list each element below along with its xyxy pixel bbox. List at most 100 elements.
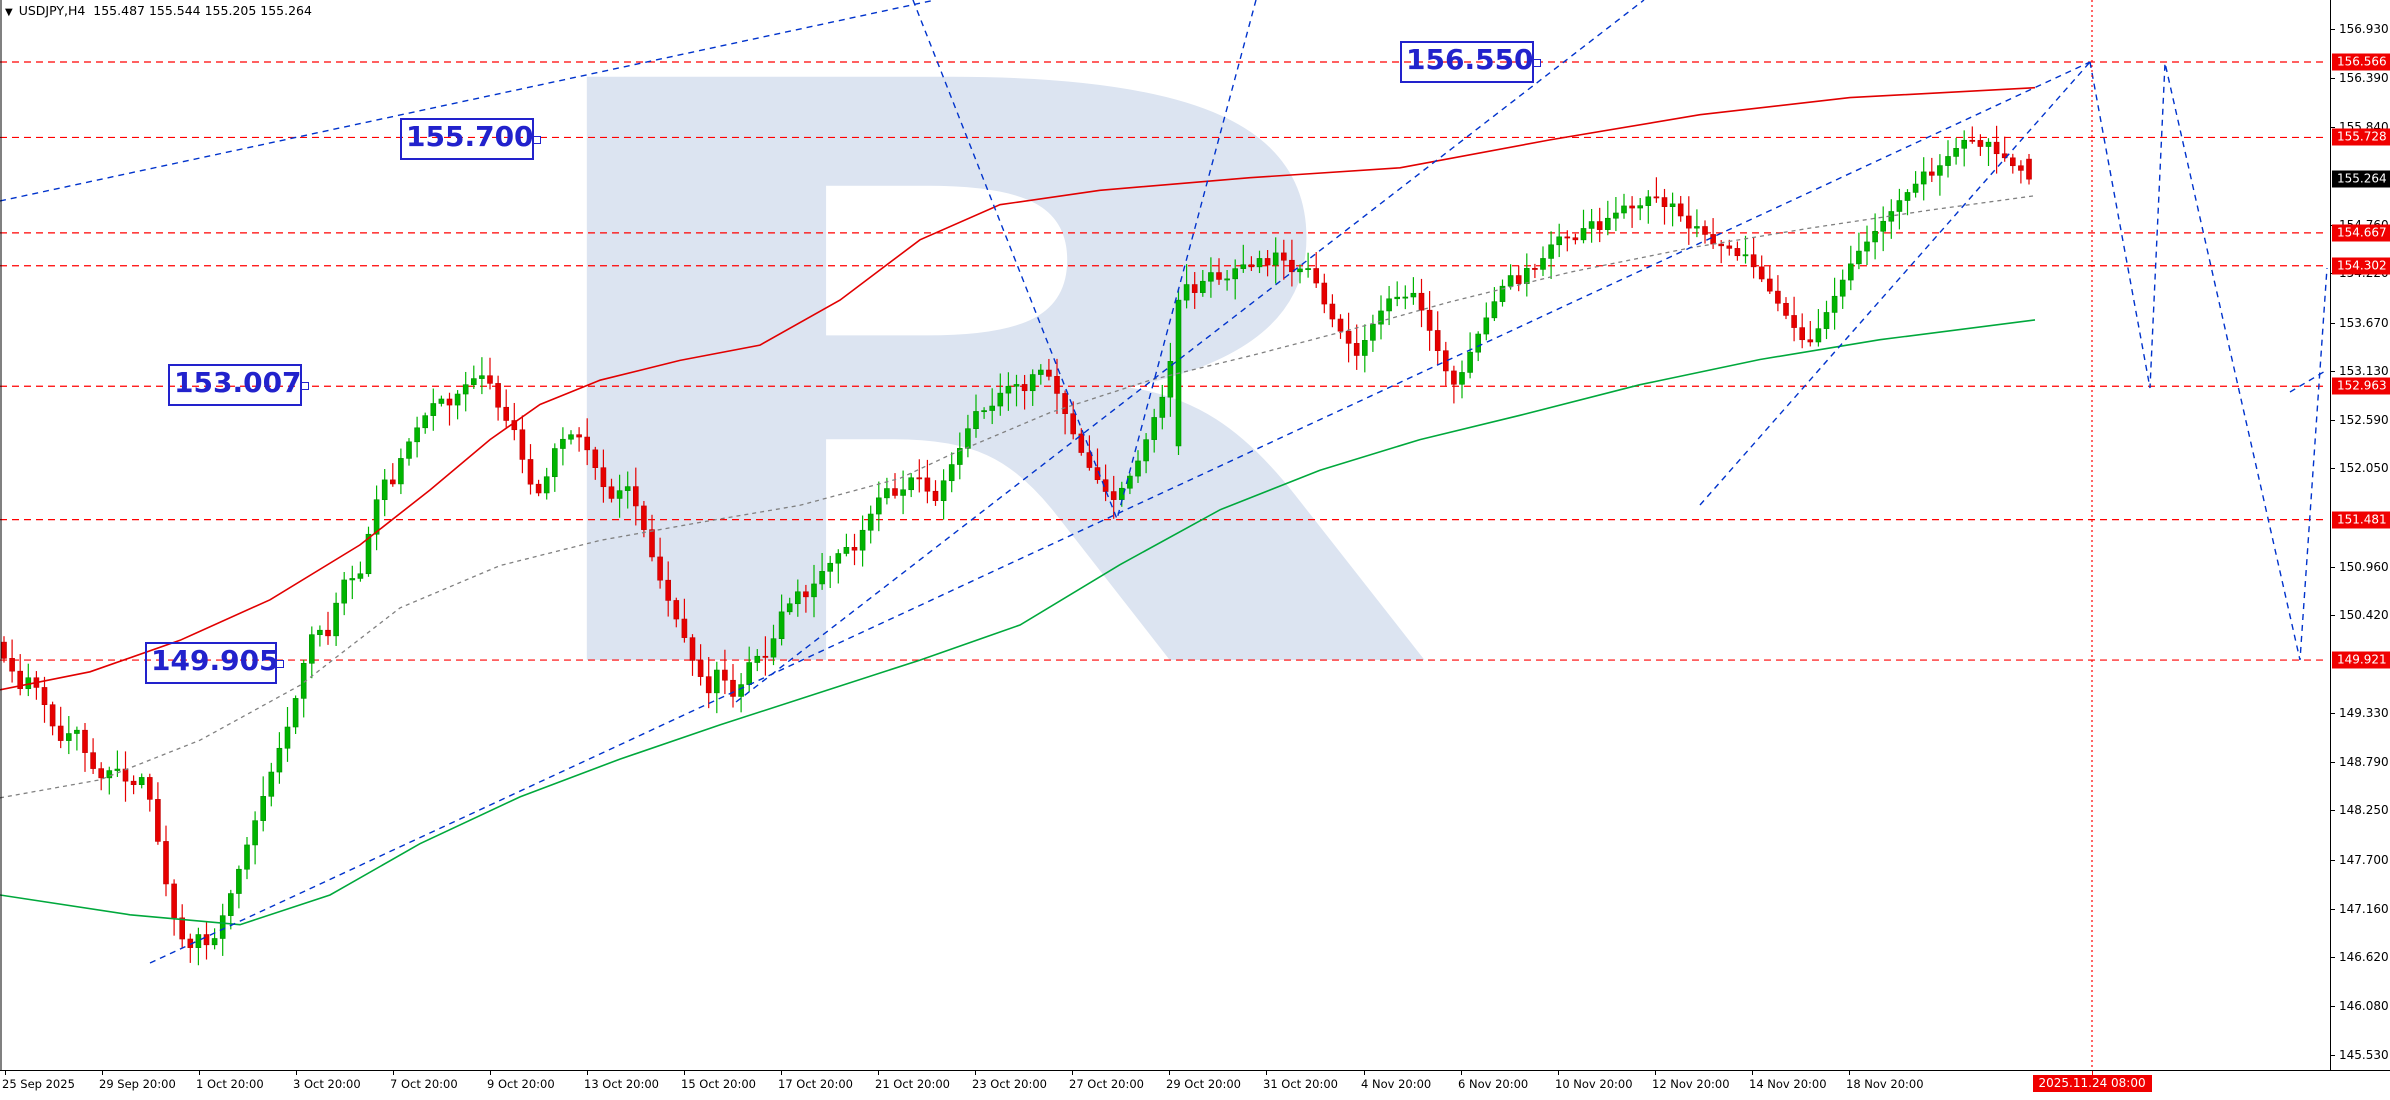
candle-body [1386,298,1392,312]
candle-body [892,488,898,496]
candle-body [1070,413,1076,435]
price-tick-label: 153.130 [2339,364,2389,379]
candle-body [981,410,987,413]
level-price-badge: 155.728 [2332,128,2390,146]
time-tick-label: 14 Nov 20:00 [1749,1077,1827,1091]
time-tick-label: 1 Oct 20:00 [196,1077,264,1091]
price-axis[interactable]: 156.930156.390155.840154.760154.220153.6… [2330,0,2390,1070]
label-anchor-handle[interactable] [276,660,284,668]
candle-body [811,583,817,598]
price-target-label-153007[interactable]: 153.007 [168,364,309,406]
label-anchor-handle[interactable] [533,136,541,144]
candle-body [900,489,906,496]
candle-body [884,488,890,499]
candle-body [665,579,672,601]
candle-body [268,771,275,797]
trendline-steep-mid-trend[interactable] [735,0,1645,703]
candle-body [1021,384,1028,392]
price-tick-label: 148.790 [2339,754,2389,769]
candle-body [1272,252,1279,266]
candle-body [1264,258,1271,266]
time-tick-mark [587,1071,588,1075]
trendline-upper-left-trend[interactable] [0,0,936,202]
price-target-label-156550[interactable]: 156.550 [1400,41,1541,83]
candle-body [1410,292,1417,298]
candle-body [1718,243,1724,247]
trendline-short-ray-from-nov-low[interactable] [1699,61,2091,506]
label-anchor-handle[interactable] [301,382,309,390]
candle-body [1038,369,1044,375]
candle-body [446,398,453,406]
candle-body [1929,171,1935,176]
candle-body [1524,268,1530,284]
candle-body [49,704,56,727]
candle-body [1078,433,1085,453]
ma-red[interactable] [0,86,2036,691]
price-tick-label: 156.390 [2339,70,2389,85]
ma-green[interactable] [0,319,2036,926]
trendline-v-zigzag[interactable] [912,0,1257,522]
trendline-long-ray-from-oct-low[interactable] [149,61,2091,964]
candle-body [989,405,996,411]
candle-body [1556,236,1562,246]
candle-body [503,406,510,421]
candle-body [527,459,534,485]
time-axis[interactable]: 25 Sep 2025 29 Sep 20:00 1 Oct 20:00 3 Oct … [0,1070,2390,1100]
price-tick-mark [2331,713,2335,715]
label-anchor-handle[interactable] [1533,59,1541,67]
trendline-projection-zigzag[interactable] [2089,61,2328,661]
candle-body [641,505,647,530]
candle-body [1167,361,1174,398]
candlestick-chart[interactable]: R [0,0,2330,1070]
trendline-right-edge-segment[interactable] [2289,369,2328,393]
candle-body [41,687,48,705]
candle-body [147,777,153,800]
candle-body [1920,171,1927,185]
candle-body [1588,221,1595,229]
candle-body [1321,282,1328,305]
time-tick-mark [684,1071,685,1075]
time-tick-mark [393,1071,394,1075]
candle-body [673,600,680,620]
candle-body [422,415,429,429]
chart-plot-area[interactable]: R ▼ USDJPY,H4 155.487 155.544 155.205 155… [0,0,2330,1070]
candle-body [430,403,437,416]
level-price-badge: 154.302 [2332,257,2390,275]
symbol-header: ▼ USDJPY,H4 155.487 155.544 155.205 155.2… [5,3,312,18]
candle-body [1953,148,1959,157]
candle-body [163,841,169,885]
time-tick-label: 13 Oct 20:00 [584,1077,659,1091]
candle-body [308,634,315,664]
candle-body [649,529,655,558]
candle-body [1232,268,1238,280]
symbol-collapse-icon[interactable]: ▼ [5,7,13,18]
time-tick-label: 27 Oct 20:00 [1069,1077,1144,1091]
candle-body [535,483,542,494]
time-tick-label: 4 Nov 20:00 [1361,1077,1432,1091]
price-tick-label: 152.590 [2339,412,2389,427]
symbol-ohlc-values: 155.487 155.544 155.205 155.264 [93,3,312,18]
candle-body [155,799,161,842]
candle-body [9,658,15,672]
time-tick-label: 25 Sep 2025 [2,1077,75,1091]
price-target-label-149905[interactable]: 149.905 [145,642,284,684]
candle-body [1151,417,1157,440]
candle-body [1564,236,1571,239]
price-target-label-155700[interactable]: 155.700 [400,118,541,160]
candle-body [1580,228,1587,241]
candle-body [1637,205,1643,209]
price-tick-label: 150.960 [2339,559,2389,574]
candle-body [1864,241,1870,252]
candle-body [851,547,858,551]
candle-body [1451,370,1457,385]
future-date-badge: 2025.11.24 08:00 [2032,1075,2152,1092]
time-tick-label: 12 Nov 20:00 [1652,1077,1730,1091]
candle-body [1443,350,1449,372]
candles-layer [1,125,2032,966]
time-tick-mark [1655,1071,1656,1075]
candle-body [211,938,218,946]
candle-body [1540,258,1546,270]
candle-body [1532,268,1538,270]
candle-body [1945,156,1951,166]
ma-dotted-gray[interactable] [0,195,2036,799]
